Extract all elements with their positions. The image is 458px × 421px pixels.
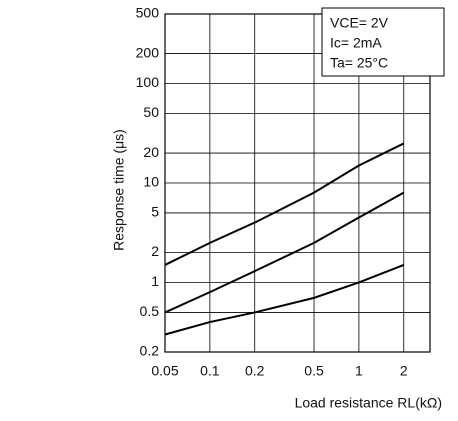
x-tick-label: 0.2 xyxy=(245,363,265,379)
y-tick-label: 50 xyxy=(143,104,159,120)
series-line xyxy=(164,191,405,314)
x-tick-label: 0.1 xyxy=(200,363,220,379)
y-axis-label: Response time (μs) xyxy=(111,129,127,251)
annotation: Ta= 25°C xyxy=(330,55,388,71)
series-line xyxy=(164,264,405,336)
x-tick-label: 1 xyxy=(355,363,363,379)
y-tick-label: 0.2 xyxy=(140,343,160,359)
y-tick-label: 500 xyxy=(136,5,160,21)
series-line xyxy=(164,142,405,266)
y-tick-label: 0.5 xyxy=(140,303,160,319)
condition-box xyxy=(321,7,445,77)
annotation: VCE= 2V xyxy=(330,15,389,31)
y-tick-label: 5 xyxy=(151,204,159,220)
x-axis-label: Load resistance RL(kΩ) xyxy=(295,395,442,411)
x-tick-label: 0.5 xyxy=(304,363,324,379)
x-tick-label: 0.05 xyxy=(151,363,178,379)
y-tick-label: 100 xyxy=(136,74,160,90)
y-tick-label: 2 xyxy=(151,243,159,259)
x-tick-label: 2 xyxy=(400,363,408,379)
y-tick-label: 20 xyxy=(143,144,159,160)
y-tick-label: 10 xyxy=(143,174,159,190)
y-tick-label: 1 xyxy=(151,273,159,289)
annotation: Ic= 2mA xyxy=(330,35,382,51)
y-tick-label: 200 xyxy=(136,44,160,60)
